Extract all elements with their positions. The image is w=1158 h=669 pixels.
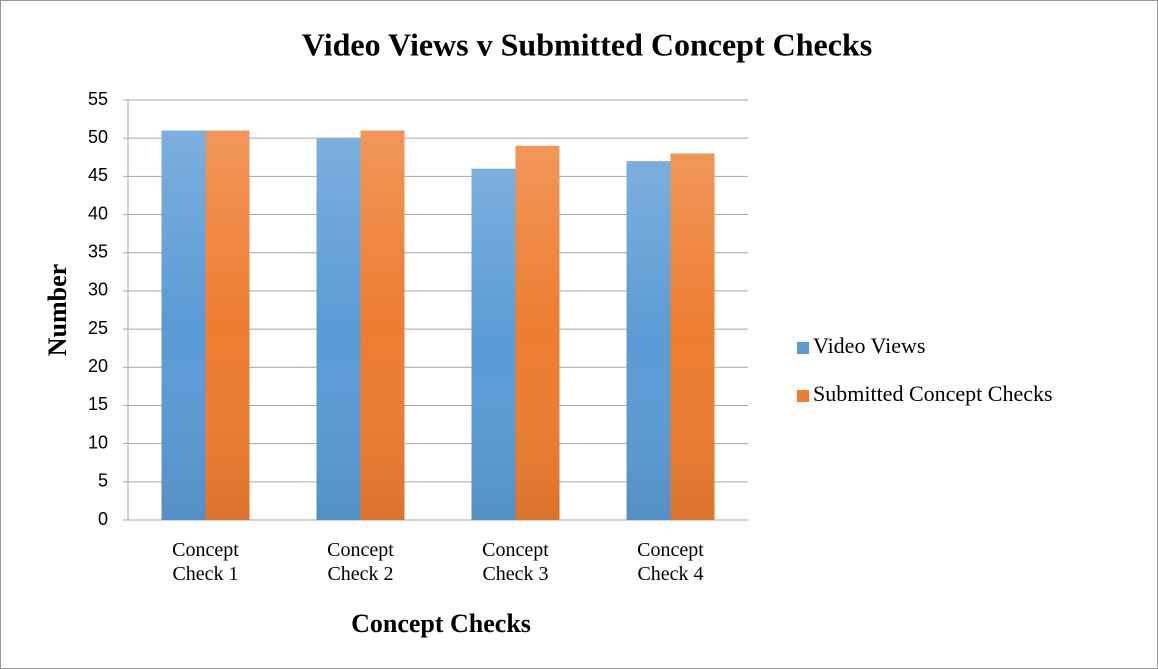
y-tick-label: 15 [88,394,108,414]
y-tick-label: 35 [88,241,108,261]
bar-shade [515,145,560,520]
legend-label: Video Views [813,333,925,358]
y-tick-label: 5 [98,471,108,491]
bar-shade [316,138,361,520]
bar-shade [670,153,715,521]
y-tick-label: 55 [88,89,108,109]
y-tick-label: 20 [88,356,108,376]
y-tick-label: 45 [88,165,108,185]
bar-shade [471,168,516,520]
y-tick-label: 25 [88,318,108,338]
bar-shade [205,130,250,520]
x-tick-label: Concept Check 1 [172,539,239,585]
legend-label: Submitted Concept Checks [813,381,1053,406]
bar-shade [626,161,671,520]
legend-swatch [797,390,809,402]
y-axis-label: Number [43,264,72,356]
y-tick-label: 0 [98,509,108,529]
x-axis-label: Concept Checks [351,609,531,638]
bar-shade [360,130,405,520]
x-tick-label: Concept Check 3 [482,539,549,585]
legend-swatch [797,342,809,354]
x-tick-label: Concept Check 2 [327,539,394,585]
y-tick-label: 40 [88,203,108,223]
bar-shade [161,130,206,520]
y-tick-label: 30 [88,280,108,300]
x-tick-label: Concept Check 4 [637,539,704,585]
y-tick-label: 10 [88,432,108,452]
y-tick-label: 50 [88,127,108,147]
chart-title: Video Views v Submitted Concept Checks [302,26,872,62]
